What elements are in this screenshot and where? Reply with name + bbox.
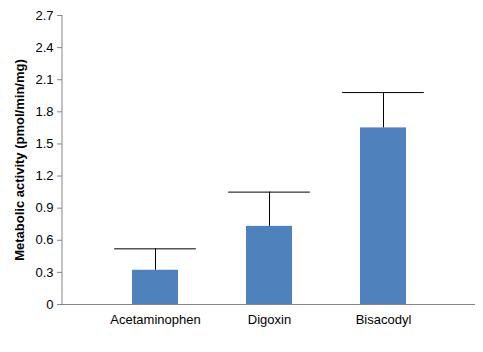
svg-text:0.9: 0.9 xyxy=(35,200,53,215)
svg-text:1.2: 1.2 xyxy=(35,168,53,183)
svg-text:Digoxin: Digoxin xyxy=(248,312,291,327)
svg-text:0.6: 0.6 xyxy=(35,232,53,247)
svg-text:2.4: 2.4 xyxy=(35,40,53,55)
svg-text:2.7: 2.7 xyxy=(35,8,53,23)
svg-text:Metabolic activity (pmol/min/m: Metabolic activity (pmol/min/mg) xyxy=(12,59,27,261)
svg-text:1.5: 1.5 xyxy=(35,136,53,151)
svg-text:0.3: 0.3 xyxy=(35,265,53,280)
svg-text:Acetaminophen: Acetaminophen xyxy=(110,312,200,327)
svg-text:1.8: 1.8 xyxy=(35,104,53,119)
svg-text:2.1: 2.1 xyxy=(35,72,53,87)
svg-text:0: 0 xyxy=(46,297,53,312)
svg-text:Bisacodyl: Bisacodyl xyxy=(356,312,412,327)
